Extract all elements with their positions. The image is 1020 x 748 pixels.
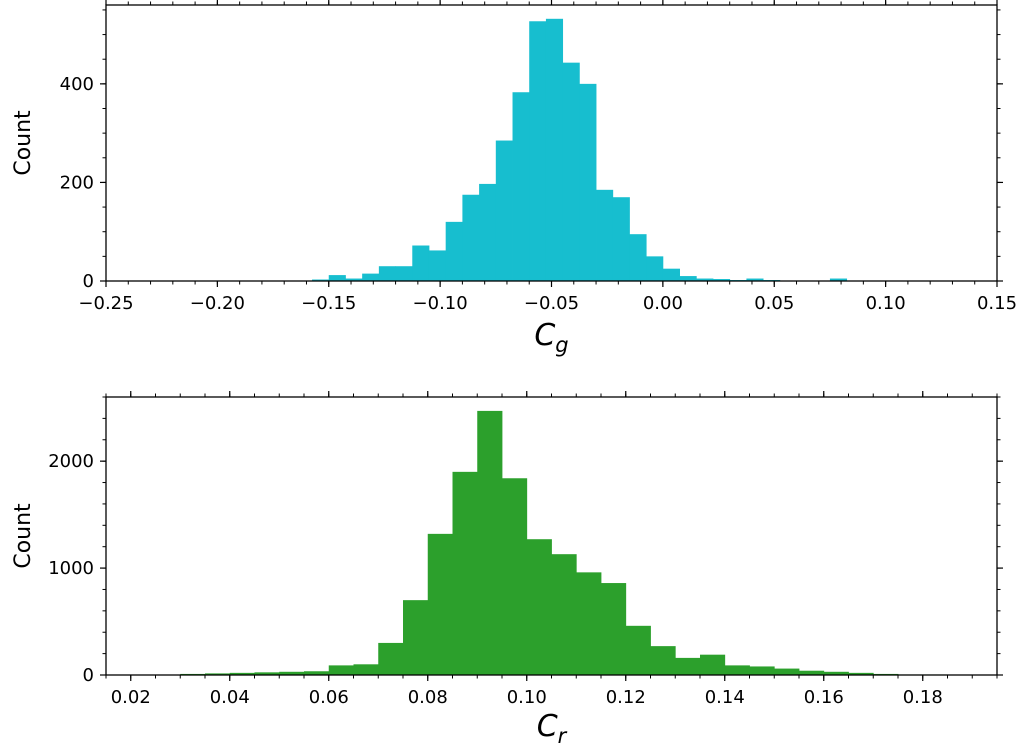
cr-histogram-bars	[180, 410, 973, 675]
cg-y-tick-label: 400	[60, 74, 94, 95]
cr-histogram-bar	[229, 672, 255, 675]
cg-histogram-bar	[495, 140, 513, 281]
cr-x-axis-label-main: C	[537, 709, 558, 744]
cg-x-axis-label-subscript: g	[555, 333, 568, 357]
cg-x-tick-label: −0.10	[413, 293, 468, 314]
cg-histogram-bar	[445, 221, 463, 281]
cg-histogram-bar	[412, 245, 430, 281]
cr-x-tick-label: 0.08	[408, 687, 448, 708]
cg-histogram-bar	[629, 234, 647, 281]
cr-histogram-bar	[427, 533, 453, 675]
cr-histogram-bar	[749, 666, 775, 675]
cg-x-tick-label: −0.20	[190, 293, 245, 314]
cr-histogram-bar	[279, 671, 305, 675]
cr-y-axis-label: Count	[11, 503, 36, 569]
cg-histogram-bar	[646, 256, 664, 281]
cg-x-axis-label: Cg	[534, 318, 568, 357]
cr-histogram-bar	[625, 625, 651, 675]
cg-histogram-bar	[362, 273, 380, 281]
cg-histogram-bar	[479, 183, 497, 281]
cr-histogram-bar	[576, 572, 602, 675]
cg-histogram-bar	[829, 278, 848, 281]
cr-x-tick-label: 0.06	[309, 687, 349, 708]
cg-histogram-bar	[579, 83, 597, 281]
cg-histogram-panel: −0.25 −0.20 −0.15 −0.10 −0.05 0.00 0.05 0.10 0.1…	[11, 0, 1017, 357]
cr-histogram-bar	[650, 646, 676, 675]
cg-histogram-bar	[512, 92, 530, 282]
cr-axis-ticks: 0.02 0.04 0.06 0.08 0.10 0.12 0.14 0.16 0.18 0 100…	[48, 391, 1003, 708]
cg-x-tick-label: 0.10	[866, 293, 906, 314]
cr-histogram-bar	[403, 600, 429, 675]
cr-x-tick-label: 0.14	[705, 687, 745, 708]
cr-y-tick-label: 0	[83, 665, 94, 686]
cg-histogram-bar	[328, 275, 346, 281]
cr-histogram-bar	[526, 539, 552, 675]
cg-histogram-bar	[662, 268, 680, 281]
cg-histogram-bar	[395, 266, 413, 281]
cr-x-tick-label: 0.04	[210, 687, 250, 708]
cr-x-tick-label: 0.16	[804, 687, 844, 708]
cr-histogram-bar	[675, 657, 701, 675]
cg-histogram-bar	[712, 279, 731, 281]
cr-y-tick-label: 1000	[48, 558, 94, 579]
cg-histogram-bar	[679, 276, 697, 281]
cr-histogram-bar	[848, 672, 874, 675]
cr-histogram-bar	[304, 671, 330, 675]
cr-histogram-bar	[205, 673, 231, 675]
cr-x-tick-label: 0.18	[903, 687, 943, 708]
cg-histogram-bar	[312, 279, 330, 281]
cr-histogram-bar	[378, 642, 404, 675]
cg-histogram-bar	[545, 18, 564, 282]
cg-x-axis-label-main: C	[534, 318, 555, 353]
cg-y-axis-label: Count	[11, 110, 36, 176]
cr-x-axis-label: Cr	[537, 709, 568, 748]
cr-histogram-bar	[477, 410, 503, 675]
cr-x-tick-label: 0.02	[111, 687, 151, 708]
cr-histogram-bar	[353, 664, 379, 675]
cg-histogram-bar	[378, 266, 396, 281]
cr-histogram-bar	[551, 554, 577, 675]
cg-axis-ticks: −0.25 −0.20 −0.15 −0.10 −0.05 0.00 0.05 0.10 0.1…	[60, 0, 1017, 314]
cg-histogram-bars	[312, 18, 848, 282]
cr-histogram-bar	[799, 670, 825, 675]
cr-histogram-bar	[328, 665, 354, 675]
cr-histogram-bar	[774, 668, 800, 675]
cr-histogram-bar	[502, 478, 528, 675]
cr-histogram-bar	[724, 665, 750, 675]
cg-histogram-bar	[596, 189, 614, 281]
cg-histogram-bar	[345, 278, 363, 281]
cg-x-tick-label: −0.25	[78, 293, 133, 314]
cr-histogram-bar	[254, 672, 280, 675]
cg-histogram-bar	[612, 197, 630, 281]
cg-histogram-bar	[746, 278, 764, 281]
cg-x-tick-label: −0.05	[524, 293, 579, 314]
cg-x-tick-label: 0.15	[977, 293, 1017, 314]
cg-histogram-bar	[428, 250, 447, 281]
cr-x-tick-label: 0.12	[606, 687, 646, 708]
cr-histogram-bar	[700, 654, 726, 675]
cr-x-tick-label: 0.10	[507, 687, 547, 708]
cr-y-tick-label: 2000	[48, 451, 94, 472]
cg-histogram-bar	[562, 62, 580, 281]
cr-histogram-bar	[823, 671, 849, 675]
cg-x-tick-label: 0.05	[754, 293, 794, 314]
cr-histogram-bar	[601, 583, 627, 675]
cg-x-tick-label: 0.00	[643, 293, 683, 314]
cg-x-tick-label: −0.15	[301, 293, 356, 314]
cg-histogram-bar	[529, 21, 547, 281]
cg-histogram-bar	[696, 278, 714, 281]
cg-y-tick-label: 0	[83, 271, 94, 292]
cr-x-axis-label-subscript: r	[558, 724, 568, 748]
cg-y-tick-label: 200	[60, 172, 94, 193]
cr-histogram-bar	[452, 471, 478, 675]
cr-histogram-panel: 0.02 0.04 0.06 0.08 0.10 0.12 0.14 0.16 0.18 0 100…	[11, 391, 1003, 748]
cg-histogram-bar	[462, 194, 480, 281]
